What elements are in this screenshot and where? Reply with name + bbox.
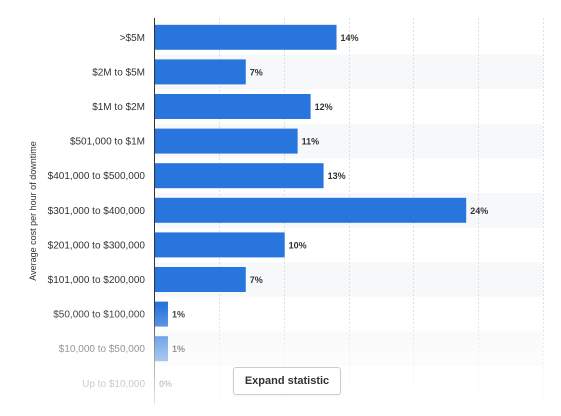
data-label: 7% [250,275,263,285]
bar[interactable] [155,59,246,85]
data-label: 11% [302,137,320,147]
category-labels: >$5M $2M to $5M $1M to $2M $501,000 to $1M $… [48,33,146,390]
bar[interactable] [155,232,285,258]
category-label: $10,000 to $50,000 [59,344,146,355]
category-label: $1M to $2M [92,102,145,113]
bar[interactable] [155,128,298,154]
bar[interactable] [155,267,246,292]
data-label: 1% [172,310,185,320]
bars [155,24,467,362]
data-label: 24% [470,206,488,216]
bar[interactable] [155,336,168,362]
category-label: Up to $10,000 [82,379,145,390]
category-label: $301,000 to $400,000 [48,206,146,217]
bar[interactable] [155,24,337,50]
row-band [154,331,543,366]
data-label: 13% [328,171,346,181]
category-label: >$5M [120,33,145,44]
data-label: 7% [250,67,263,77]
bar[interactable] [155,94,311,119]
y-axis-title: Average cost per hour of downtime [28,141,38,280]
data-label: 12% [315,102,333,112]
bar[interactable] [155,301,168,327]
data-label: 14% [341,33,359,43]
category-label: $501,000 to $1M [70,137,145,148]
data-label: 1% [172,344,185,354]
expand-statistic-button[interactable]: Expand statistic [233,367,341,395]
bar[interactable] [155,197,467,223]
category-label: $50,000 to $100,000 [53,310,145,321]
category-label: $401,000 to $500,000 [48,171,146,182]
category-label: $2M to $5M [92,67,145,78]
category-label: $101,000 to $200,000 [48,275,146,286]
category-label: $201,000 to $300,000 [48,240,146,251]
data-label: 10% [289,240,307,250]
bar[interactable] [155,163,324,189]
data-label: 0% [159,379,172,389]
